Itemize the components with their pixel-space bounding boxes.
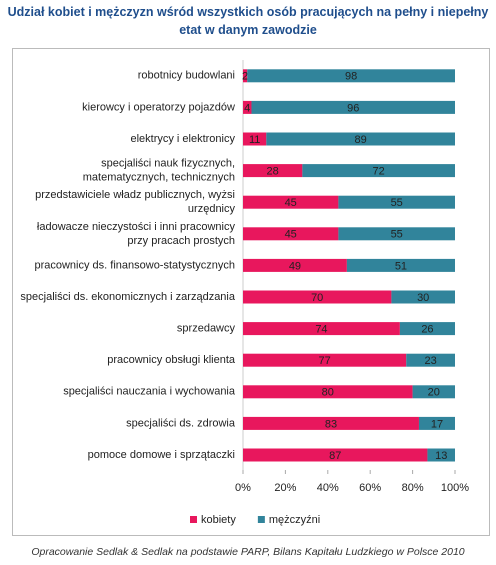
x-tick-label: 100% [441,482,469,494]
bar-segment [399,322,455,336]
bar-segment [243,69,248,83]
category-label: sprzedawcy [177,323,236,335]
bar-segment [302,164,455,178]
bar-segment [346,258,455,272]
category-label: kierowcy i operatorzy pojazdów [82,101,235,113]
bar-segment [243,385,413,399]
legend-swatch [190,516,197,523]
value-label: 83 [325,418,337,430]
category-label: pomoce domowe i sprzątaczki [88,449,235,461]
bar-segment [243,195,339,209]
value-label: 30 [417,292,429,304]
bar-segment [391,290,455,304]
bar-segment [243,448,428,462]
bar-segment [338,195,455,209]
value-label: 77 [318,355,330,367]
value-label: 96 [347,102,359,114]
bar-segment [243,353,407,367]
bar-segment [406,353,455,367]
bar-segment [243,227,339,241]
chart-frame [12,48,490,536]
category-label: elektrycy i elektronicy [130,133,235,145]
value-label: 4 [244,102,250,114]
source-note: Opracowanie Sedlak & Sedlak na podstawie… [31,546,465,558]
value-label: 45 [285,229,297,241]
bar-segment [338,227,455,241]
value-label: 70 [311,292,323,304]
bar-segment [243,322,400,336]
bar-segment [251,100,455,114]
bar-segment [412,385,455,399]
category-label: specjaliści ds. zdrowia [126,417,236,429]
x-tick-label: 60% [359,482,381,494]
value-label: 49 [289,260,301,272]
bar-segment [243,132,267,146]
value-label: 28 [267,166,279,178]
bar-segment [243,290,392,304]
value-label: 26 [421,324,433,336]
legend-swatch [257,516,265,523]
bar-segment [418,416,455,430]
category-label: robotnicy budowlani [138,70,235,82]
value-label: 98 [345,71,357,83]
x-tick-label: 20% [274,482,296,494]
category-label: pracownicy obsługi klienta [107,354,236,366]
value-label: 51 [395,260,407,272]
bar-segment [266,132,455,146]
value-label: 55 [391,197,403,209]
value-label: 80 [322,387,334,399]
chart-title: Udział kobiet i mężczyzn wśród wszystkic… [7,5,489,37]
legend-label: kobiety [201,514,236,526]
x-tick-label: 40% [317,482,339,494]
value-label: 55 [391,229,403,241]
x-tick-label: 0% [235,482,251,494]
value-label: 45 [285,197,297,209]
value-label: 17 [431,418,443,430]
bar-segment [243,100,252,114]
category-label: specjaliści nauczania i wychowania [63,386,236,398]
category-label: specjaliści ds. ekonomicznych i zarządza… [20,291,235,303]
bar-segment [243,258,347,272]
value-label: 20 [428,387,440,399]
category-label: pracownicy ds. finansowo-statystycznych [34,259,235,271]
value-label: 74 [315,324,327,336]
category-label: specjaliści nauk fizycznych, matematyczny… [83,158,235,184]
bar-segment [247,69,455,83]
value-label: 13 [435,450,447,462]
bar-segment [427,448,455,462]
value-label: 72 [373,166,385,178]
value-label: 11 [249,134,260,146]
value-label: 2 [242,71,248,83]
category-label: ładowacze nieczystości i inni pracownicy… [37,221,236,247]
x-tick-label: 80% [402,482,424,494]
value-label: 23 [424,355,436,367]
legend-label: mężczyźni [269,514,320,526]
value-label: 87 [329,450,341,462]
value-label: 89 [355,134,367,146]
bar-segment [243,416,419,430]
category-label: przedstawiciele władz publicznych, wyżsi… [35,189,235,215]
bar-segment [243,164,303,178]
